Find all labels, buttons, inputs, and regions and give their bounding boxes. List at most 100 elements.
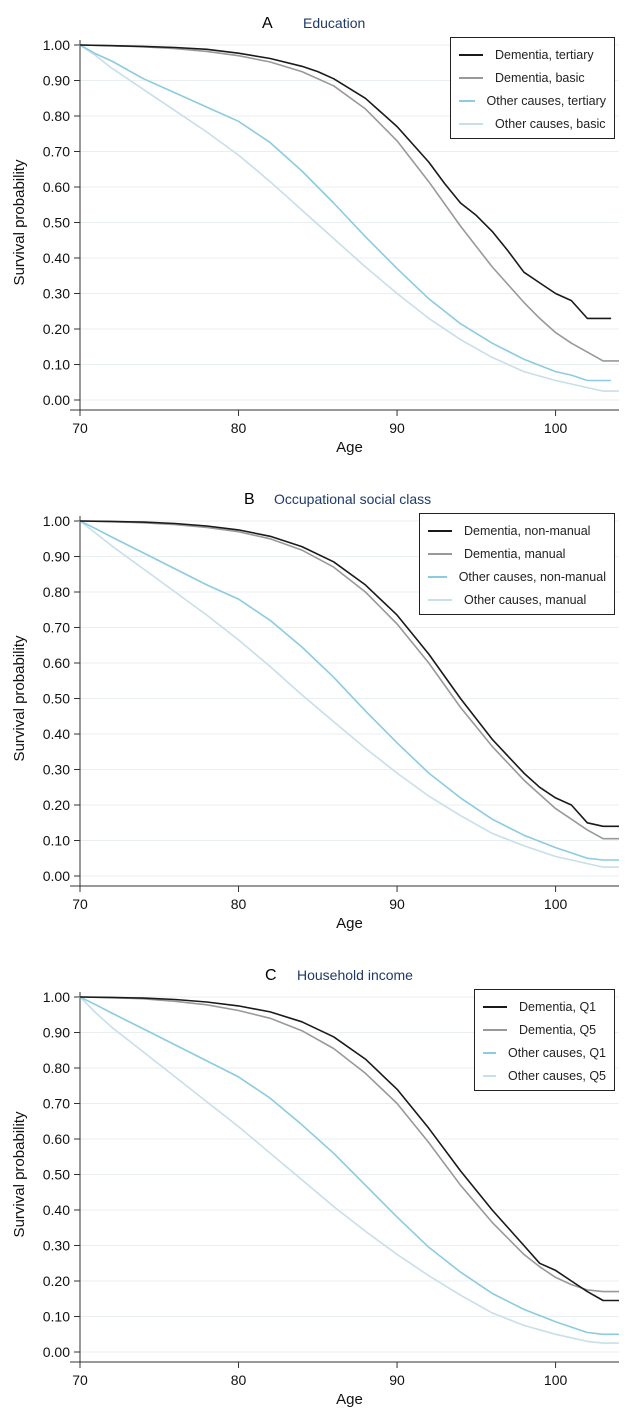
- y-tick-label: 1.00: [43, 989, 70, 1005]
- legend: Dementia, non-manual Dementia, manual Ot…: [419, 513, 615, 615]
- series-line: [79, 996, 619, 1344]
- panel-title: Education: [303, 15, 366, 31]
- x-tick-label: 70: [72, 896, 88, 912]
- legend-swatch: [459, 122, 483, 125]
- legend-swatch: [428, 529, 452, 532]
- y-tick-label: 1.00: [43, 513, 70, 529]
- y-tick-label: 0.90: [43, 1025, 70, 1041]
- legend-label: Dementia, tertiary: [495, 47, 594, 62]
- y-tick-label: 0.70: [43, 144, 70, 160]
- x-tick-label: 80: [231, 1372, 247, 1388]
- legend-entry: Dementia, manual: [428, 542, 606, 565]
- legend-label: Other causes, non-manual: [458, 569, 606, 584]
- y-tick-label: 0.20: [43, 797, 70, 813]
- series-line: [79, 996, 619, 1302]
- y-tick-label: 0.30: [43, 1238, 70, 1254]
- legend-entry: Dementia, tertiary: [459, 43, 606, 66]
- y-axis-label: Survival probability: [11, 159, 28, 285]
- panel-letter: A: [262, 15, 273, 32]
- legend-label: Dementia, manual: [464, 546, 566, 561]
- y-tick-label: 0.50: [43, 1167, 70, 1183]
- legend-swatch: [483, 1074, 497, 1077]
- legend-label: Dementia, Q5: [519, 1022, 597, 1037]
- chart-panel-c: C Household income 0.00 0.10 0.20 0.30 0.40 0…: [0, 952, 632, 1422]
- series-line: [79, 44, 612, 382]
- legend-label: Dementia, basic: [495, 70, 585, 85]
- survival-plot-c: 0.00 0.10 0.20 0.30 0.40 0.50 0.60 0.70 0.80 0.90…: [11, 989, 619, 1408]
- legend-label: Other causes, tertiary: [486, 93, 607, 108]
- legend-swatch: [428, 575, 447, 578]
- legend-label: Other causes, Q1: [508, 1045, 606, 1060]
- legend-label: Dementia, non-manual: [464, 523, 591, 538]
- series-line: [79, 520, 619, 828]
- legend-label: Other causes, manual: [464, 592, 587, 607]
- legend-entry: Other causes, basic: [459, 112, 606, 135]
- legend-swatch: [459, 76, 483, 79]
- y-tick-label: 0.40: [43, 250, 70, 266]
- legend-entry: Other causes, manual: [428, 588, 606, 611]
- x-tick-label: 90: [389, 420, 405, 436]
- y-tick-label: 0.30: [43, 762, 70, 778]
- y-tick-label: 0.00: [43, 392, 70, 408]
- legend-label: Other causes, basic: [495, 116, 606, 131]
- y-tick-label: 0.90: [43, 73, 70, 89]
- series-line: [79, 44, 619, 392]
- y-tick-label: 0.70: [43, 620, 70, 636]
- legend-label: Dementia, Q1: [519, 999, 597, 1014]
- y-tick-label: 0.10: [43, 833, 70, 849]
- y-tick-label: 0.60: [43, 655, 70, 671]
- panel-letter: B: [244, 491, 255, 508]
- x-axis-label: Age: [336, 439, 363, 456]
- x-tick-label: 70: [72, 1372, 88, 1388]
- legend-entry: Dementia, non-manual: [428, 519, 606, 542]
- x-tick-label: 100: [544, 1372, 568, 1388]
- y-tick-label: 0.50: [43, 691, 70, 707]
- series-line: [79, 44, 619, 362]
- y-tick-label: 0.10: [43, 357, 70, 373]
- legend-swatch: [459, 99, 475, 102]
- y-tick-label: 0.30: [43, 286, 70, 302]
- legend-entry: Dementia, Q1: [483, 995, 606, 1018]
- y-tick-label: 0.40: [43, 1202, 70, 1218]
- series-line: [79, 996, 619, 1293]
- x-axis-label: Age: [336, 1391, 363, 1408]
- x-tick-label: 90: [389, 896, 405, 912]
- legend: Dementia, tertiary Dementia, basic Other…: [450, 37, 615, 139]
- y-tick-label: 1.00: [43, 37, 70, 53]
- y-axis-label: Survival probability: [11, 1111, 28, 1237]
- panel-letter: C: [265, 967, 277, 984]
- y-tick-label: 0.20: [43, 321, 70, 337]
- survival-plot-b: 0.00 0.10 0.20 0.30 0.40 0.50 0.60 0.70 0.80 0.90…: [11, 513, 619, 932]
- legend-swatch: [428, 552, 452, 555]
- y-tick-label: 0.60: [43, 1131, 70, 1147]
- series-line: [79, 520, 619, 861]
- legend-entry: Dementia, Q5: [483, 1018, 606, 1041]
- x-tick-label: 100: [544, 420, 568, 436]
- x-tick-label: 80: [231, 896, 247, 912]
- legend-swatch: [483, 1051, 497, 1054]
- y-tick-label: 0.20: [43, 1273, 70, 1289]
- legend-swatch: [459, 53, 483, 56]
- survival-plot-a: 0.00 0.10 0.20 0.30 0.40 0.50 0.60 0.70 0.80 0.90…: [11, 37, 619, 456]
- y-axis-label: Survival probability: [11, 635, 28, 761]
- legend: Dementia, Q1 Dementia, Q5 Other causes, …: [474, 989, 615, 1091]
- legend-entry: Other causes, Q5: [483, 1064, 606, 1087]
- legend-swatch: [428, 598, 452, 601]
- y-tick-label: 0.80: [43, 584, 70, 600]
- x-tick-label: 70: [72, 420, 88, 436]
- legend-swatch: [483, 1005, 507, 1008]
- legend-label: Other causes, Q5: [508, 1068, 606, 1083]
- legend-entry: Other causes, tertiary: [459, 89, 606, 112]
- x-tick-label: 80: [231, 420, 247, 436]
- chart-panel-b: B Occupational social class 0.00 0.10 0.20…: [0, 476, 632, 946]
- y-tick-label: 0.70: [43, 1096, 70, 1112]
- chart-panel-a: A Education 0.00 0.10 0.20 0.30 0.40 0.50 0.60…: [0, 0, 632, 470]
- x-axis-label: Age: [336, 915, 363, 932]
- series-line: [79, 996, 619, 1336]
- legend-entry: Dementia, basic: [459, 66, 606, 89]
- x-tick-label: 100: [544, 896, 568, 912]
- series-line: [79, 520, 619, 868]
- panel-title: Occupational social class: [274, 491, 432, 507]
- panel-title: Household income: [297, 967, 413, 983]
- series-line: [79, 44, 612, 320]
